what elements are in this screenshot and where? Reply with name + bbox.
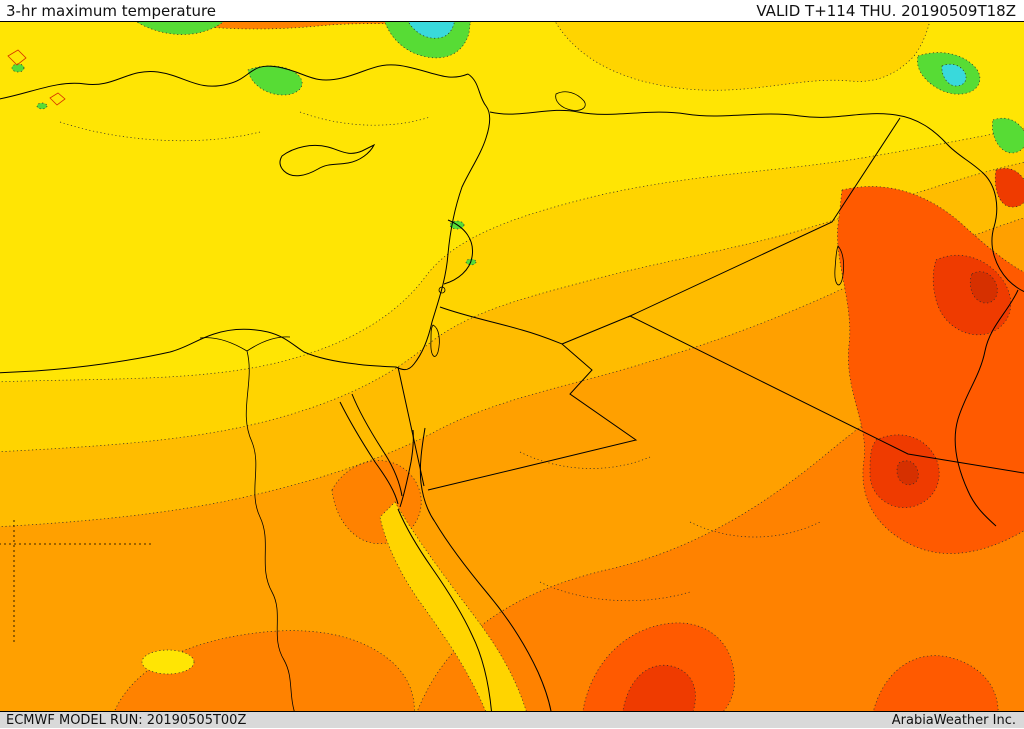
product-title: 3-hr maximum temperature [6,1,217,20]
blob-red-east-3 [994,168,1024,208]
jordan-iraq-border [561,315,631,345]
strip-red-sea-cool [379,501,527,711]
lake-tharthar-outline [834,245,845,286]
gulf-aqaba-east-shore [419,427,436,523]
red-sea-east-shore [434,521,552,711]
coastlines-and-borders [0,49,1024,711]
gulf-aqaba-west-shore [399,429,414,508]
patch-green-5 [992,117,1024,154]
nile-delta-branch-east [246,336,291,352]
highland-speck-1 [7,49,27,66]
band-gold-turkey-east [555,22,930,91]
patch-green-2 [247,65,303,96]
speck-dark-red-1 [969,271,998,304]
pocket-yellow-egypt [141,649,195,675]
patch-green-nw-1 [11,63,25,73]
model-run-label: ECMWF MODEL RUN: 20190505T00Z [6,712,247,728]
egypt-israel-border [397,366,425,487]
syria-iraq-border [627,117,901,318]
valid-time-label: VALID T+114 THU. 20190509T18Z [756,1,1016,20]
jordan-saudi-border [427,343,638,491]
footer-bar: ECMWF MODEL RUN: 20190505T00Z ArabiaWeat… [0,711,1024,728]
patch-green-1 [136,22,224,35]
gulf-suez-east-shore [351,393,403,497]
blob-deep-orange-egypt-south [114,630,415,711]
blob-red-orange-south-east [873,655,999,711]
contour-arc-1 [59,121,261,142]
temperature-map [0,22,1024,711]
cyprus-outline [279,143,376,177]
patch-cyan-1 [408,22,455,39]
levant-egypt-coast [0,73,491,374]
iraq-saudi-border [629,315,1024,474]
turkey-syria-iraq-border [489,109,1024,293]
map-area [0,22,1024,711]
dead-sea-outline [430,324,440,357]
blob-red-south-core [622,664,696,711]
patch-cyan-2 [941,63,967,87]
contour-arc-5 [539,581,691,602]
lebanon-border [443,219,474,285]
iran-iraq-border [954,289,1019,527]
credit-label: ArabiaWeather Inc. [891,712,1016,728]
gulf-suez-west-shore [339,401,399,505]
dotted-contours [59,111,821,602]
red-sea-west-shore [397,508,492,711]
temperature-layers [0,22,1024,711]
patch-green-nw-2 [36,102,48,110]
nile-river [245,350,295,711]
lake-assad-outline [555,91,586,111]
turkey-south-coast [0,64,469,100]
header-bar: 3-hr maximum temperature VALID T+114 THU… [0,0,1024,22]
contour-arc-2 [299,111,431,126]
syria-jordan-border [439,306,563,345]
highland-speck-2 [49,92,66,106]
speck-dark-red-2 [896,460,919,486]
sea-of-galilee-outline [438,286,446,294]
nile-delta-branch-west [199,337,248,352]
